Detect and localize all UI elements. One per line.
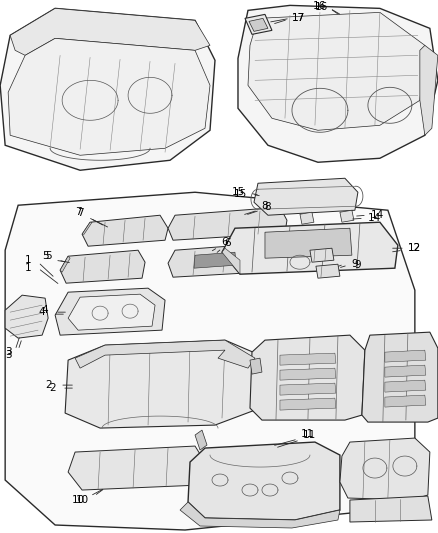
Polygon shape (194, 252, 236, 268)
Text: 5: 5 (45, 251, 51, 261)
Text: 15: 15 (231, 187, 244, 197)
Text: 10: 10 (71, 495, 85, 505)
Polygon shape (385, 365, 426, 377)
Text: 10: 10 (75, 495, 88, 505)
Polygon shape (265, 228, 352, 258)
Polygon shape (340, 210, 354, 222)
Polygon shape (249, 18, 268, 31)
Polygon shape (362, 332, 438, 422)
Polygon shape (5, 295, 48, 338)
Text: 5: 5 (42, 251, 49, 261)
Text: 1: 1 (25, 255, 32, 265)
Polygon shape (60, 256, 70, 272)
Text: 2: 2 (49, 383, 56, 393)
Polygon shape (250, 335, 365, 420)
Polygon shape (280, 368, 336, 380)
Polygon shape (180, 502, 340, 528)
Text: 3: 3 (5, 350, 11, 360)
Text: 17: 17 (291, 13, 304, 23)
Text: 7: 7 (77, 208, 83, 218)
Polygon shape (238, 5, 438, 162)
Polygon shape (188, 442, 340, 520)
Text: 9: 9 (352, 259, 358, 269)
Polygon shape (385, 380, 426, 392)
Text: 15: 15 (233, 189, 247, 199)
Polygon shape (82, 222, 92, 234)
Text: 11: 11 (303, 430, 317, 440)
Polygon shape (385, 350, 426, 362)
Text: 17: 17 (291, 13, 304, 23)
Polygon shape (168, 207, 287, 240)
Polygon shape (245, 14, 272, 34)
Text: 16: 16 (315, 2, 328, 12)
Polygon shape (8, 38, 210, 155)
Polygon shape (385, 395, 426, 407)
Text: 8: 8 (261, 201, 268, 211)
Polygon shape (5, 192, 415, 530)
Polygon shape (75, 340, 255, 368)
Text: 11: 11 (301, 429, 314, 439)
Text: 12: 12 (408, 243, 421, 253)
Text: 2: 2 (45, 380, 51, 390)
Polygon shape (10, 9, 210, 55)
Polygon shape (254, 178, 358, 215)
Polygon shape (82, 215, 168, 246)
Text: 8: 8 (265, 202, 271, 212)
Polygon shape (68, 294, 155, 330)
Polygon shape (280, 383, 336, 395)
Text: 12: 12 (408, 243, 421, 253)
Polygon shape (65, 340, 260, 428)
Polygon shape (68, 446, 205, 490)
Polygon shape (350, 496, 432, 522)
Polygon shape (340, 438, 430, 500)
Text: 9: 9 (355, 260, 361, 270)
Polygon shape (316, 264, 340, 278)
Text: 14: 14 (368, 213, 381, 223)
Text: 7: 7 (75, 207, 81, 217)
Polygon shape (222, 222, 398, 274)
Polygon shape (280, 353, 336, 365)
Polygon shape (300, 212, 314, 224)
Polygon shape (0, 9, 215, 170)
Polygon shape (60, 250, 145, 283)
Text: 16: 16 (313, 2, 327, 11)
Polygon shape (168, 244, 262, 277)
Polygon shape (195, 430, 207, 450)
Polygon shape (248, 12, 425, 130)
Polygon shape (250, 358, 262, 374)
Text: 4: 4 (42, 305, 49, 315)
Text: 1: 1 (25, 263, 32, 273)
Polygon shape (222, 248, 240, 274)
Polygon shape (310, 248, 334, 262)
Polygon shape (280, 398, 336, 410)
Polygon shape (55, 288, 165, 335)
Text: 3: 3 (5, 347, 11, 357)
Text: 6: 6 (222, 237, 228, 247)
Text: 6: 6 (225, 238, 231, 248)
Text: 14: 14 (371, 210, 385, 220)
Polygon shape (420, 45, 438, 135)
Text: 4: 4 (39, 307, 46, 317)
